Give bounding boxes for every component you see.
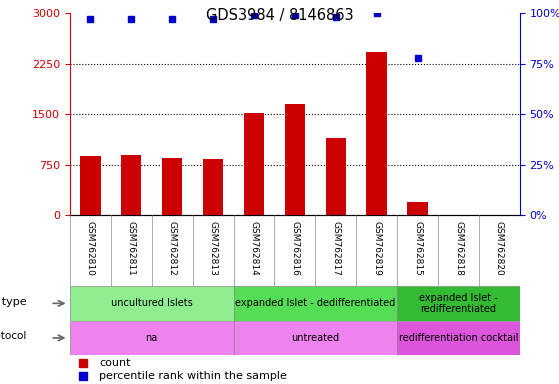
Text: GSM762819: GSM762819 <box>372 221 381 276</box>
Text: GSM762812: GSM762812 <box>168 221 177 275</box>
Bar <box>325 138 346 215</box>
Text: uncultured Islets: uncultured Islets <box>111 298 192 308</box>
Text: GSM762815: GSM762815 <box>413 221 422 276</box>
Text: untreated: untreated <box>291 333 339 343</box>
Text: GSM762816: GSM762816 <box>290 221 300 276</box>
Text: GSM762813: GSM762813 <box>209 221 217 276</box>
Text: expanded Islet -
redifferentiated: expanded Islet - redifferentiated <box>419 293 498 314</box>
Bar <box>162 158 182 215</box>
Bar <box>397 321 520 355</box>
Text: cell type: cell type <box>0 296 27 307</box>
Bar <box>234 321 397 355</box>
Text: GSM762818: GSM762818 <box>454 221 463 276</box>
Text: redifferentiation cocktail: redifferentiation cocktail <box>399 333 518 343</box>
Text: GSM762817: GSM762817 <box>331 221 340 276</box>
Text: percentile rank within the sample: percentile rank within the sample <box>99 371 287 381</box>
Text: GSM762820: GSM762820 <box>495 221 504 275</box>
Bar <box>244 113 264 215</box>
Bar <box>285 104 305 215</box>
Text: GSM762811: GSM762811 <box>127 221 136 276</box>
Bar <box>203 159 223 215</box>
Bar <box>80 156 101 215</box>
Text: growth protocol: growth protocol <box>0 331 27 341</box>
Text: count: count <box>99 358 131 368</box>
Text: GSM762814: GSM762814 <box>249 221 258 275</box>
Text: expanded Islet - dedifferentiated: expanded Islet - dedifferentiated <box>235 298 395 308</box>
Bar <box>234 286 397 321</box>
Bar <box>367 52 387 215</box>
Bar <box>397 286 520 321</box>
Bar <box>408 202 428 215</box>
Bar <box>121 155 141 215</box>
Text: GDS3984 / 8146863: GDS3984 / 8146863 <box>206 8 353 23</box>
Text: GSM762810: GSM762810 <box>86 221 95 276</box>
Bar <box>70 321 234 355</box>
Bar <box>70 286 234 321</box>
Text: na: na <box>145 333 158 343</box>
